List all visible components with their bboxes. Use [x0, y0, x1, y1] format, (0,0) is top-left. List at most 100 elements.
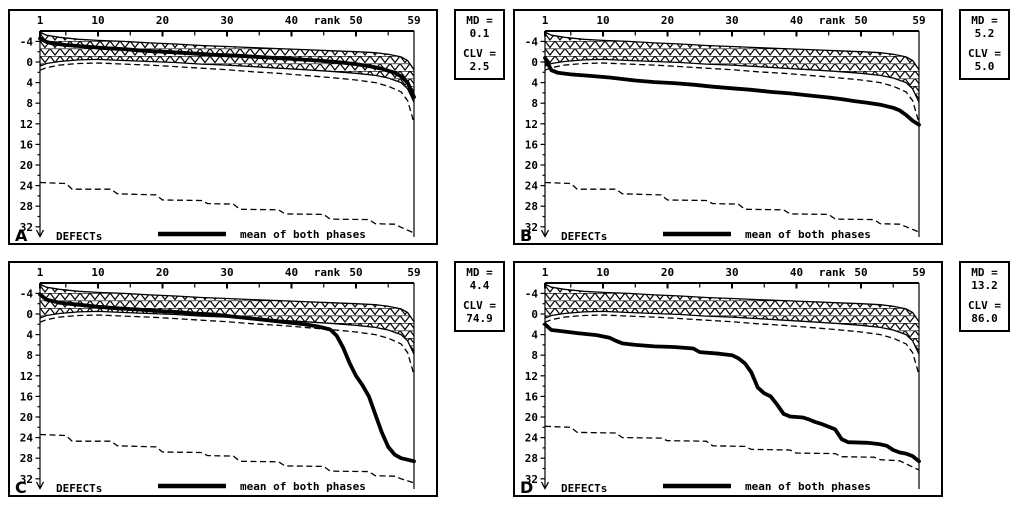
lower-limit-dashed-line	[39, 62, 415, 123]
normal-range-band	[545, 284, 919, 355]
panel-group-b: 1 10 20 30 40 50 59 -4 0 4 8 12 16 20 24 28 32 rank B DE…	[505, 0, 1010, 252]
band-upper-edge	[544, 31, 920, 71]
y-axis-caption: DEFECTs	[561, 482, 607, 495]
panel-group-c: 1 10 20 30 40 50 59 -4 0 4 8 12 16 20 24 28 32 rank C DE…	[0, 252, 505, 505]
x-tick-label: 30	[725, 14, 738, 27]
y-tick-label: 32	[525, 221, 538, 234]
x-tick-label: 1	[37, 14, 44, 27]
x-tick-label: 50	[349, 14, 362, 27]
y-tick-label: 12	[20, 118, 33, 131]
mean-of-both-phases-line	[38, 36, 416, 99]
band-upper-edge	[544, 283, 920, 323]
y-tick-label: 28	[20, 200, 33, 213]
legend-label: mean of both phases	[240, 228, 366, 241]
clv-label: CLV =	[967, 299, 1002, 312]
y-tick-label: 32	[525, 473, 538, 486]
x-tick-label: 40	[790, 266, 803, 279]
x-tick-label: 59	[912, 14, 925, 27]
x-tick-label: 1	[542, 266, 549, 279]
lower-limit-dashed-line	[544, 62, 920, 123]
box-spacer	[962, 292, 1007, 299]
panel-letter: D	[520, 478, 533, 495]
y-tick-label: 24	[20, 180, 34, 193]
panel-group-d: 1 10 20 30 40 50 59 -4 0 4 8 12 16 20 24 28 32 rank D DE…	[505, 252, 1010, 505]
stats-box-d: MD = 13.2 CLV = 86.0	[959, 261, 1010, 332]
y-tick-label: 0	[26, 308, 33, 321]
normal-range-band	[40, 32, 414, 103]
chart-panel-a: 1 10 20 30 40 50 59 -4 0 4 8 12 16 20 24 28 32 rank A DE…	[10, 11, 436, 243]
panel-group-a: 1 10 20 30 40 50 59 -4 0 4 8 12 16 20 24 28 32 rank A DE…	[0, 0, 505, 252]
lower-limit-dashed-line	[39, 314, 415, 375]
x-tick-label: 10	[596, 266, 609, 279]
x-tick-label: 1	[37, 266, 44, 279]
y-tick-label: -4	[525, 287, 539, 300]
y-axis-caption: DEFECTs	[56, 230, 102, 243]
y-tick-label: 28	[20, 452, 33, 465]
y-tick-label: 16	[525, 138, 539, 151]
x-tick-label: 50	[349, 266, 362, 279]
y-axis-caption: DEFECTs	[56, 482, 102, 495]
x-tick-label: 40	[790, 14, 803, 27]
x-tick-label: 10	[91, 266, 104, 279]
y-tick-label: 0	[531, 56, 538, 69]
clv-value: 5.0	[974, 60, 995, 73]
y-tick-label: 8	[26, 97, 33, 110]
y-tick-label: 24	[525, 180, 539, 193]
box-spacer	[457, 292, 502, 299]
max-defect-dashed-line	[544, 181, 920, 233]
md-value: 0.1	[469, 27, 490, 40]
y-axis-arrow	[540, 481, 550, 490]
chart-panel-d: 1 10 20 30 40 50 59 -4 0 4 8 12 16 20 24 28 32 rank D DE…	[515, 263, 941, 495]
clv-label: CLV =	[967, 47, 1002, 60]
y-axis-arrow	[540, 229, 550, 238]
y-tick-label: 16	[20, 390, 34, 403]
legend-label: mean of both phases	[745, 480, 871, 493]
chart-panel-c: 1 10 20 30 40 50 59 -4 0 4 8 12 16 20 24 28 32 rank C DE…	[10, 263, 436, 495]
legend-label: mean of both phases	[240, 480, 366, 493]
y-tick-label: 4	[26, 77, 33, 90]
panel-letter: C	[15, 478, 27, 495]
x-tick-label: 50	[854, 14, 867, 27]
y-tick-label: 12	[525, 118, 538, 131]
chart-frame-c: 1 10 20 30 40 50 59 -4 0 4 8 12 16 20 24 28 32 rank C DE…	[8, 261, 438, 497]
x-tick-label: 1	[542, 14, 549, 27]
y-tick-label: 8	[531, 349, 538, 362]
max-defect-dashed-line	[39, 433, 415, 484]
x-tick-label: 30	[725, 266, 738, 279]
y-tick-label: 12	[20, 370, 33, 383]
x-tick-label: 30	[220, 14, 233, 27]
clv-label: CLV =	[462, 47, 497, 60]
y-tick-label: 16	[20, 138, 34, 151]
y-tick-label: 24	[525, 432, 539, 445]
y-tick-label: 0	[531, 308, 538, 321]
normal-range-band	[545, 32, 919, 103]
x-tick-label: 20	[156, 266, 169, 279]
x-axis-caption: rank	[819, 14, 846, 27]
chart-frame-a: 1 10 20 30 40 50 59 -4 0 4 8 12 16 20 24 28 32 rank A DE…	[8, 9, 438, 245]
y-tick-label: 28	[525, 200, 538, 213]
x-tick-label: 40	[285, 266, 298, 279]
x-axis-caption: rank	[314, 14, 341, 27]
box-spacer	[457, 40, 502, 47]
x-tick-label: 59	[912, 266, 925, 279]
md-label: MD =	[466, 14, 493, 27]
chart-frame-d: 1 10 20 30 40 50 59 -4 0 4 8 12 16 20 24 28 32 rank D DE…	[513, 261, 943, 497]
legend-label: mean of both phases	[745, 228, 871, 241]
y-tick-label: 4	[531, 329, 538, 342]
clv-value: 2.5	[469, 60, 490, 73]
x-tick-label: 59	[407, 14, 420, 27]
band-lower-edge	[544, 58, 920, 103]
band-lower-edge	[544, 310, 920, 355]
y-tick-label: -4	[525, 35, 539, 48]
band-upper-edge	[39, 283, 415, 323]
mean-of-both-phases-line	[543, 56, 921, 127]
y-tick-label: 8	[26, 349, 33, 362]
clv-value: 74.9	[466, 312, 493, 325]
md-value: 4.4	[469, 279, 490, 292]
y-tick-label: -4	[20, 287, 34, 300]
y-tick-label: 32	[20, 221, 33, 234]
y-tick-label: 0	[26, 56, 33, 69]
mean-of-both-phases-line	[543, 322, 921, 464]
y-tick-label: 32	[20, 473, 33, 486]
md-value: 13.2	[971, 279, 998, 292]
